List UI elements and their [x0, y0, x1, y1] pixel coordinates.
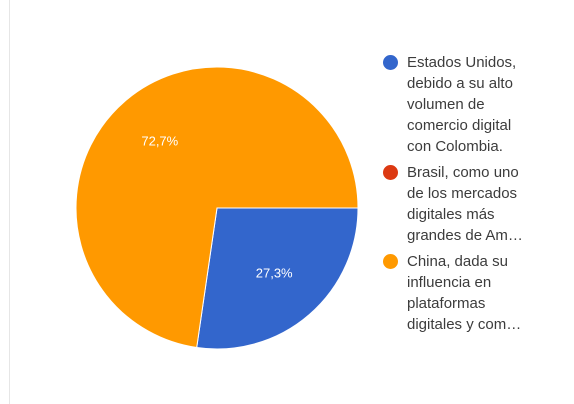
left-border — [9, 0, 10, 404]
legend-dot-icon — [383, 254, 398, 269]
legend-dot-icon — [383, 55, 398, 70]
pie-slice-label-2: 72,7% — [141, 133, 178, 148]
legend-label: Brasil, como uno de los mercados digital… — [407, 164, 523, 244]
legend-item-1: Brasil, como uno de los mercados digital… — [383, 162, 553, 246]
legend-dot-icon — [383, 165, 398, 180]
pie-slices — [75, 66, 359, 350]
legend-label: China, dada su influencia en plataformas… — [407, 253, 522, 333]
pie-labels: 27,3% 72,7% — [141, 133, 293, 280]
chart-legend: Estados Unidos, debido a su alto volumen… — [383, 52, 553, 340]
legend-item-2: China, dada su influencia en plataformas… — [383, 251, 553, 335]
pie-slice-0 — [196, 207, 359, 350]
pie-slice-label-0: 27,3% — [256, 266, 293, 281]
legend-item-0: Estados Unidos, debido a su alto volumen… — [383, 52, 553, 157]
pie-slice-2 — [75, 66, 359, 349]
legend-label: Estados Unidos, debido a su alto volumen… — [407, 54, 517, 155]
